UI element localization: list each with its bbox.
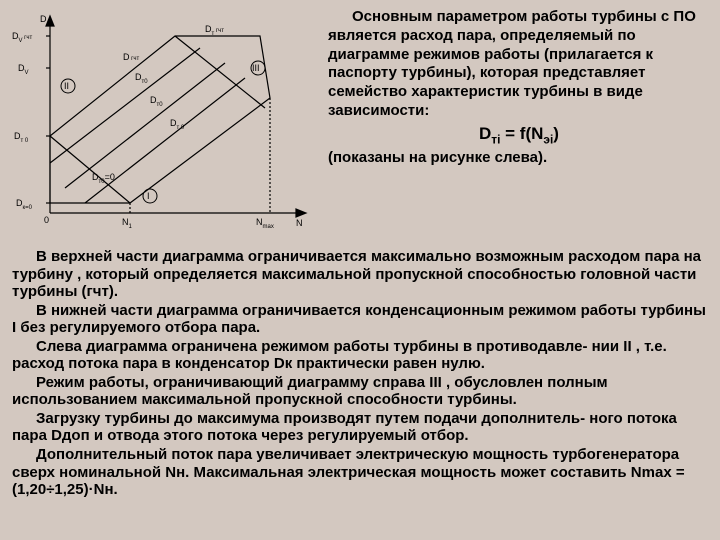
body-para-1: В верхней части диаграмма ограничивается… <box>12 248 708 301</box>
regime-diagram: D N 0 DV гчт DV Dт 0 Dк=0 N1 Nmax Dт гчт… <box>10 8 310 233</box>
svg-text:DV гчт: DV гчт <box>12 31 32 44</box>
svg-text:Dт0: Dт0 <box>150 95 163 108</box>
body-para-2: В нижней части диаграмма ограничивается … <box>12 302 708 337</box>
intro-paragraph: Основным параметром работы турбины с ПО … <box>328 8 710 121</box>
svg-text:III: III <box>252 63 260 73</box>
intro-text: Основным параметром работы турбины с ПО … <box>328 8 710 168</box>
intro-caption: (показаны на рисунке слева). <box>328 149 710 168</box>
body-para-3: Слева диаграмма ограничена режимом работ… <box>12 338 708 373</box>
svg-text:I: I <box>147 191 150 201</box>
axis-label-y: D <box>40 14 47 24</box>
svg-text:Dт 0: Dт 0 <box>14 131 29 144</box>
body-para-6: Дополнительный поток пара увеличивает эл… <box>12 446 708 499</box>
axis-label-x: N <box>296 218 303 228</box>
svg-text:II: II <box>64 81 69 91</box>
body-para-4: Режим работы, ограничивающий диаграмму с… <box>12 374 708 409</box>
svg-text:Nmax: Nmax <box>256 217 274 230</box>
svg-text:0: 0 <box>44 215 49 225</box>
body-para-5: Загрузку турбины до максимума производят… <box>12 410 708 445</box>
svg-text:D гчт: D гчт <box>123 52 139 62</box>
svg-text:N1: N1 <box>122 217 133 230</box>
svg-text:Dк=0: Dк=0 <box>16 198 33 211</box>
formula: Dтi = f(Nэi) <box>328 123 710 147</box>
svg-text:Dт0: Dт0 <box>135 72 148 85</box>
svg-text:DV: DV <box>18 63 29 76</box>
body-text: В верхней части диаграмма ограничивается… <box>12 248 708 500</box>
svg-text:Dт 0: Dт 0 <box>170 118 185 131</box>
svg-text:Dт гчт: Dт гчт <box>205 24 224 37</box>
